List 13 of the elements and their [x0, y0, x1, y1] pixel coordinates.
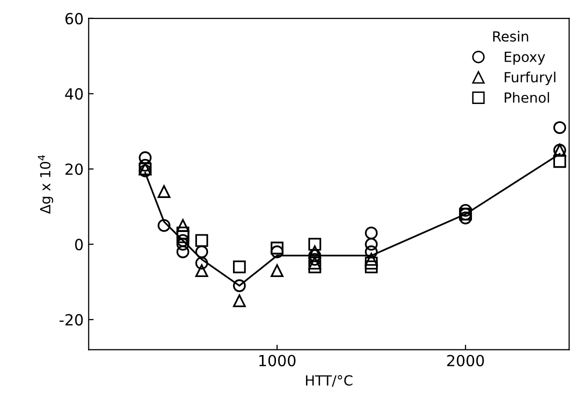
y-tick-label: 0 [75, 238, 83, 250]
y-tick-label: 60 [65, 12, 83, 24]
y-tick-label: 40 [65, 88, 83, 100]
x-axis-title: HTT/°C [306, 375, 352, 387]
y-axis-title: Δg x 10$^{4}$ [38, 155, 54, 214]
legend-label: Phenol [504, 92, 550, 103]
legend-title: Resin [493, 30, 528, 42]
legend-label: Epoxy [504, 52, 546, 65]
y-tick-label: -20 [60, 314, 83, 326]
legend-label: Furfuryl [504, 72, 556, 86]
y-tick-label: 20 [65, 163, 83, 176]
x-tick-label: 1000 [259, 354, 296, 366]
x-tick-label: 2000 [447, 354, 484, 366]
